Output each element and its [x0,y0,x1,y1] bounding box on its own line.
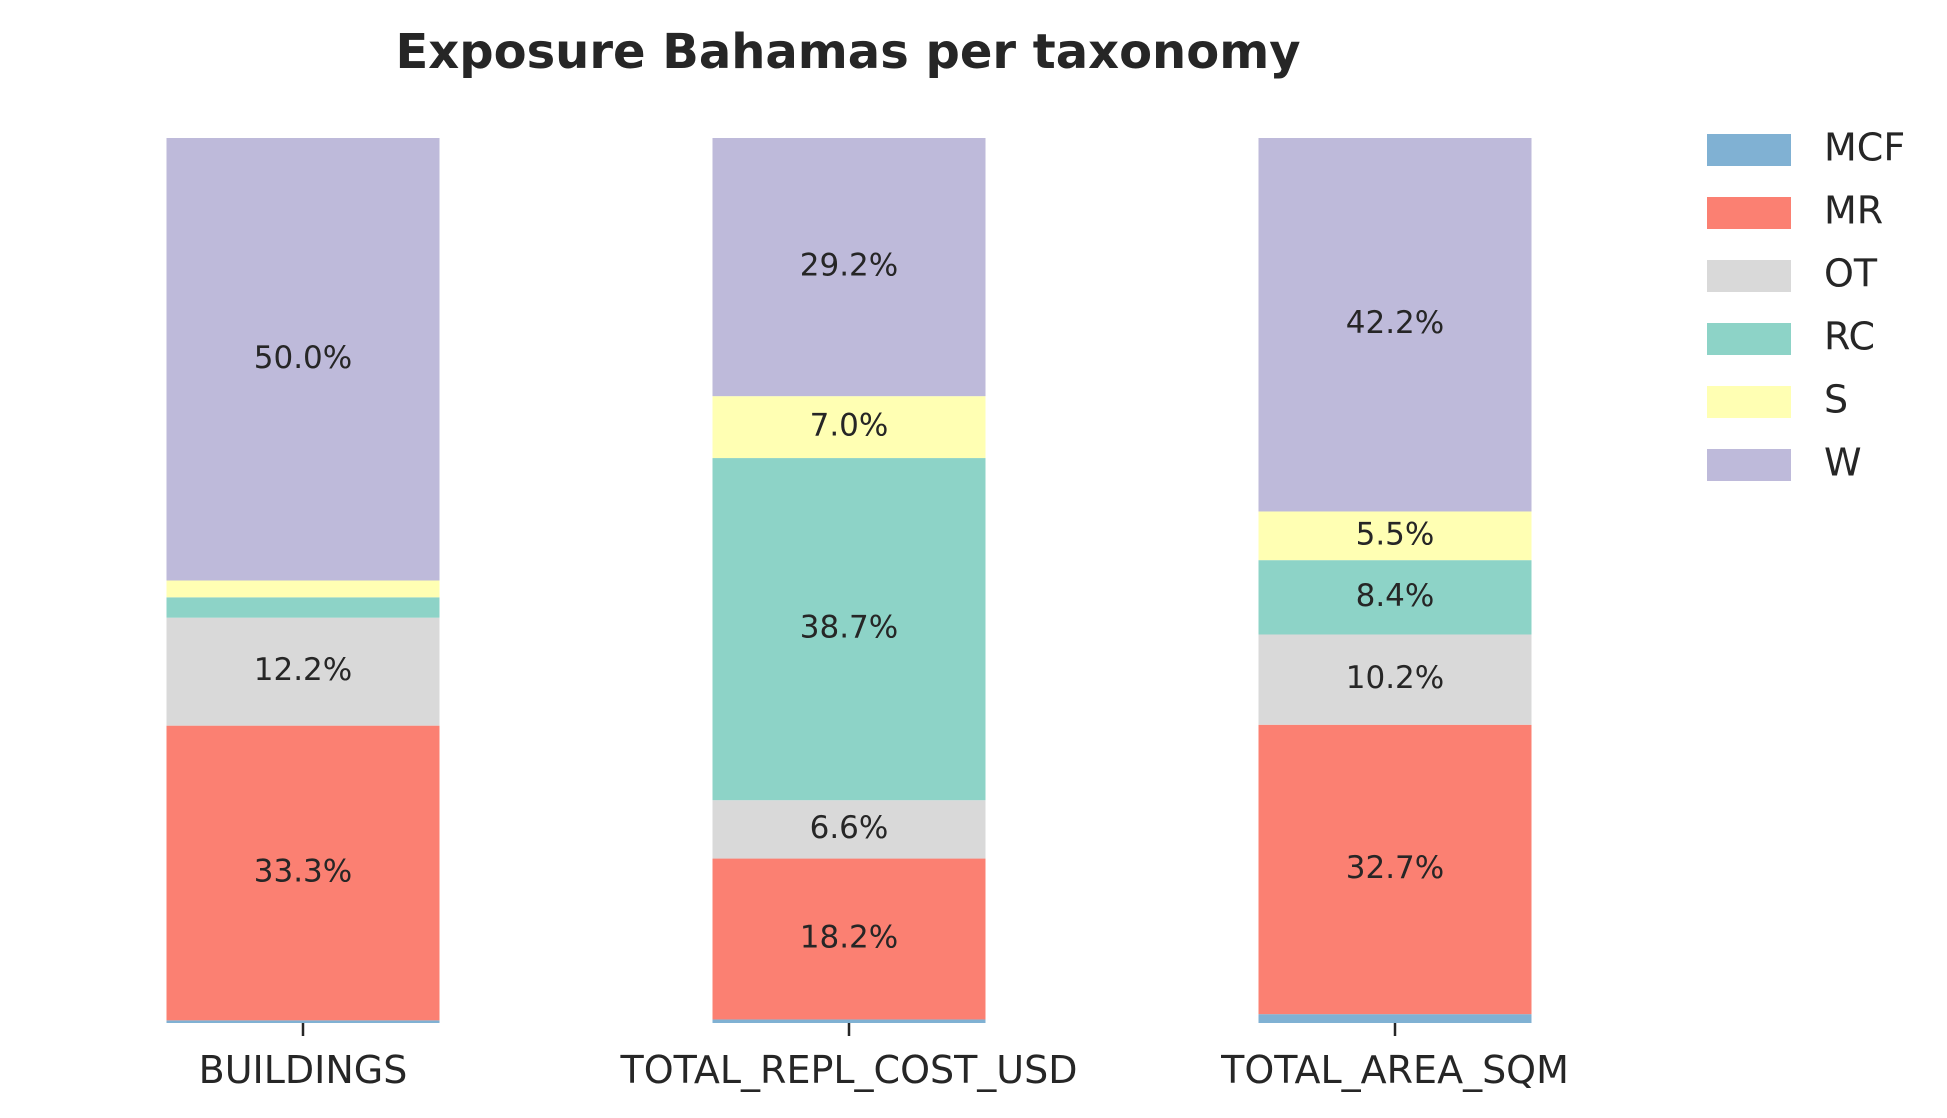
legend-label-s: S [1824,378,1848,422]
data-label-mr-total-area-sqm: 32.7% [1346,850,1444,886]
bar-segment-s-total-area-sqm [1258,511,1532,561]
x-tick-label-total-repl-cost-usd: TOTAL_REPL_COST_USD [619,1048,1077,1092]
legend-label-mr: MR [1824,189,1883,233]
data-label-ot-total-repl-cost-usd: 6.6% [810,810,889,846]
data-label-w-total-area-sqm: 42.2% [1346,305,1444,341]
bar-segment-s-total-repl-cost-usd [712,396,986,459]
chart-title: Exposure Bahamas per taxonomy [395,24,1300,80]
bar-segment-w-total-repl-cost-usd [712,138,986,397]
data-label-ot-total-area-sqm: 10.2% [1346,660,1444,696]
bar-segment-mcf-total-area-sqm [1258,1014,1532,1023]
legend-swatch-w [1707,449,1791,481]
legend-swatch-s [1707,386,1791,418]
bar-segment-mr-total-repl-cost-usd [712,858,986,1020]
legend-swatch-mcf [1707,134,1791,166]
data-label-rc-total-area-sqm: 8.4% [1356,578,1435,614]
bar-segment-mr-buildings [166,725,440,1021]
bar-segment-w-buildings [166,138,440,581]
bar-segment-s-buildings [166,580,440,598]
legend-label-mcf: MCF [1824,126,1905,170]
data-label-rc-total-repl-cost-usd: 38.7% [800,610,898,646]
data-label-mr-buildings: 33.3% [254,853,352,889]
legend-label-w: W [1824,441,1862,485]
bar-segment-mcf-buildings [166,1020,440,1023]
bar-segment-mr-total-area-sqm [1258,724,1532,1015]
x-tick-label-total-area-sqm: TOTAL_AREA_SQM [1220,1048,1569,1092]
x-axis: BUILDINGS TOTAL_REPL_COST_USD TOTAL_AREA_S… [199,1023,1569,1092]
bar-segment-ot-total-repl-cost-usd [712,800,986,859]
bar-segment-rc-total-repl-cost-usd [712,458,986,801]
data-label-w-total-repl-cost-usd: 29.2% [800,248,898,284]
data-label-ot-buildings: 12.2% [254,652,352,688]
data-labels-group: 33.3% 12.2% 50.0% 18.2% 6.6% 38.7% 7.0% 29.2% 32… [254,248,1444,956]
legend-swatch-ot [1707,260,1791,292]
bars-group [166,138,1532,1023]
bar-segment-ot-buildings [166,617,440,726]
data-label-s-total-area-sqm: 5.5% [1356,516,1435,552]
x-tick-label-buildings: BUILDINGS [199,1048,408,1092]
bar-segment-mcf-total-repl-cost-usd [712,1019,986,1023]
legend-label-ot: OT [1824,252,1878,296]
bar-segment-rc-total-area-sqm [1258,560,1532,635]
bar-segment-ot-total-area-sqm [1258,634,1532,725]
data-label-mr-total-repl-cost-usd: 18.2% [800,920,898,956]
legend: MCF MR OT RC SW [1707,126,1905,485]
legend-label-rc: RC [1824,315,1875,359]
bar-segment-w-total-area-sqm [1258,138,1532,512]
bar-segment-rc-buildings [166,597,440,618]
legend-swatch-mr [1707,197,1791,229]
data-label-w-buildings: 50.0% [254,340,352,376]
data-label-s-total-repl-cost-usd: 7.0% [810,408,889,444]
legend-swatch-rc [1707,323,1791,355]
